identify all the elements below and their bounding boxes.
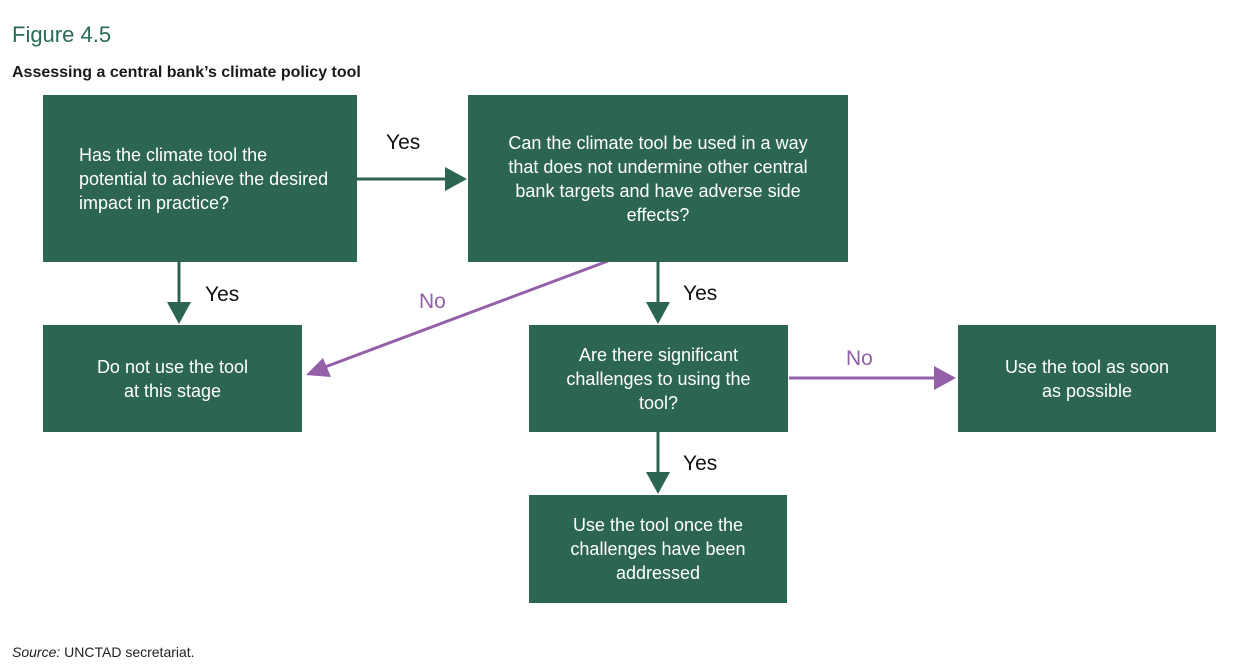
label-potential-to-donot: Yes: [205, 283, 240, 306]
node-use-once-addressed: Use the tool once the challenges have be…: [529, 495, 787, 603]
node-undermine-other-targets: Can the climate tool be used in a way th…: [468, 95, 848, 262]
arrow-undermine-to-donot: [324, 259, 609, 369]
node-use-soon: Use the tool as soon as possible: [958, 325, 1216, 432]
label-challenges-to-once: Yes: [683, 452, 718, 475]
node-significant-challenges-text: Are there significant challenges to usin…: [566, 344, 751, 413]
label-undermine-to-challenges: Yes: [683, 282, 718, 305]
figure-number: Figure 4.5: [12, 22, 112, 47]
source-note: Source: UNCTAD secretariat.: [12, 644, 195, 660]
figure-title: Assessing a central bank’s climate polic…: [12, 64, 361, 81]
arrowhead-challenges-to-soon: [934, 366, 956, 390]
node-significant-challenges: Are there significant challenges to usin…: [529, 325, 788, 432]
arrowhead-undermine-to-donot: [306, 358, 331, 377]
arrowhead-potential-to-donot: [167, 302, 191, 324]
node-climate-tool-potential: Has the climate tool the potential to ac…: [43, 95, 357, 262]
source-text: UNCTAD secretariat.: [64, 644, 195, 660]
arrowhead-undermine-to-challenges: [646, 302, 670, 324]
arrowhead-potential-to-undermine: [445, 167, 467, 191]
node-undermine-other-targets-text: Can the climate tool be used in a way th…: [508, 132, 808, 225]
label-potential-to-undermine: Yes: [386, 131, 421, 154]
arrowhead-challenges-to-once: [646, 472, 670, 494]
source-prefix: Source:: [12, 644, 61, 660]
node-climate-tool-potential-text: Has the climate tool the potential to ac…: [79, 144, 329, 213]
node-use-once-addressed-text: Use the tool once the challenges have be…: [570, 515, 746, 583]
node-use-soon-text: Use the tool as soon as possible: [1004, 356, 1170, 401]
label-challenges-to-soon: No: [846, 347, 873, 370]
label-undermine-to-donot: No: [419, 290, 446, 313]
node-do-not-use-text: Do not use the tool at this stage: [96, 356, 249, 401]
node-do-not-use: Do not use the tool at this stage: [43, 325, 302, 432]
